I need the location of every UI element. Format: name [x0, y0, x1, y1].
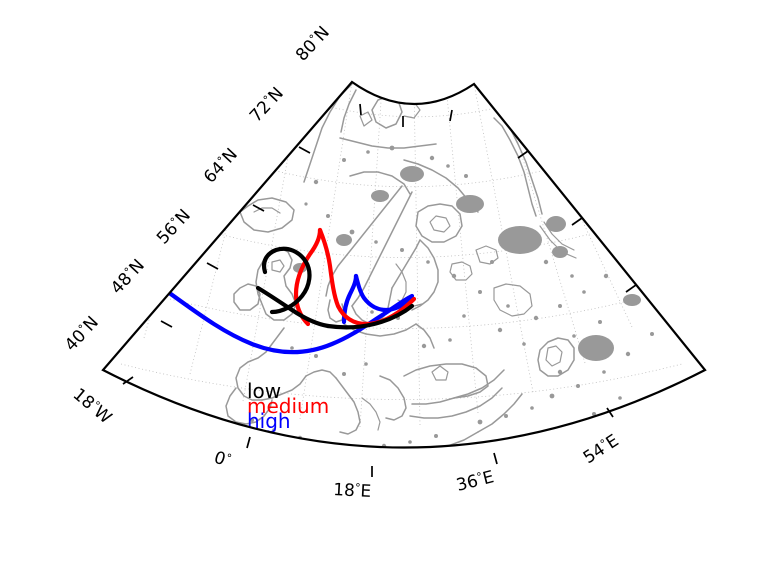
- legend-item-high: high: [247, 409, 291, 433]
- lat-label-72N: 72°N: [246, 84, 288, 127]
- lat-label-40N: 40°N: [61, 313, 103, 356]
- legend: low medium high: [247, 379, 329, 433]
- tick-bottom-36E: [493, 452, 498, 465]
- tick-top-1: [359, 103, 362, 116]
- trajectory-high-spur-branch: [353, 273, 413, 313]
- lon-label-18E: 18°E: [333, 480, 372, 502]
- tick-bottom-18W: [122, 376, 134, 385]
- tick-right-3: [625, 284, 637, 293]
- map-frame: [101, 80, 707, 449]
- lon-label-36E: 36°E: [454, 467, 496, 496]
- frame-ticks: [122, 103, 637, 477]
- lat-label-80N: 80°N: [292, 23, 334, 66]
- tick-top-3: [449, 109, 453, 122]
- tick-right-1: [517, 150, 529, 159]
- lon-label-54E: 54°E: [580, 431, 623, 468]
- tick-right-2: [571, 217, 583, 226]
- tick-bottom-0: [246, 436, 251, 449]
- lat-label-56N: 56°N: [153, 206, 195, 249]
- trajectory-low: [261, 246, 312, 315]
- tick-left-56N: [206, 262, 219, 270]
- trajectory-medium-tail: [317, 227, 417, 327]
- tick-left-48N: [160, 320, 173, 328]
- legend-item-medium: medium: [247, 394, 329, 418]
- tick-left-72N: [298, 146, 311, 154]
- lon-label-18W: 18°W: [69, 385, 116, 429]
- legend-item-low: low: [247, 379, 281, 403]
- lon-label-0: 0°: [211, 448, 233, 472]
- tick-bottom-54E: [606, 407, 614, 418]
- land-blobs: [293, 166, 641, 361]
- graticule-meridians: [143, 82, 674, 428]
- trajectories: [165, 227, 417, 355]
- trajectory-low-cross: [255, 285, 331, 329]
- lat-label-64N: 64°N: [200, 145, 242, 188]
- map-interior: low medium high: [120, 82, 683, 448]
- lat-label-48N: 48°N: [107, 256, 149, 299]
- tick-left-64N: [252, 204, 265, 212]
- trajectory-low-tail: [325, 303, 415, 330]
- trajectory-medium: [293, 227, 323, 327]
